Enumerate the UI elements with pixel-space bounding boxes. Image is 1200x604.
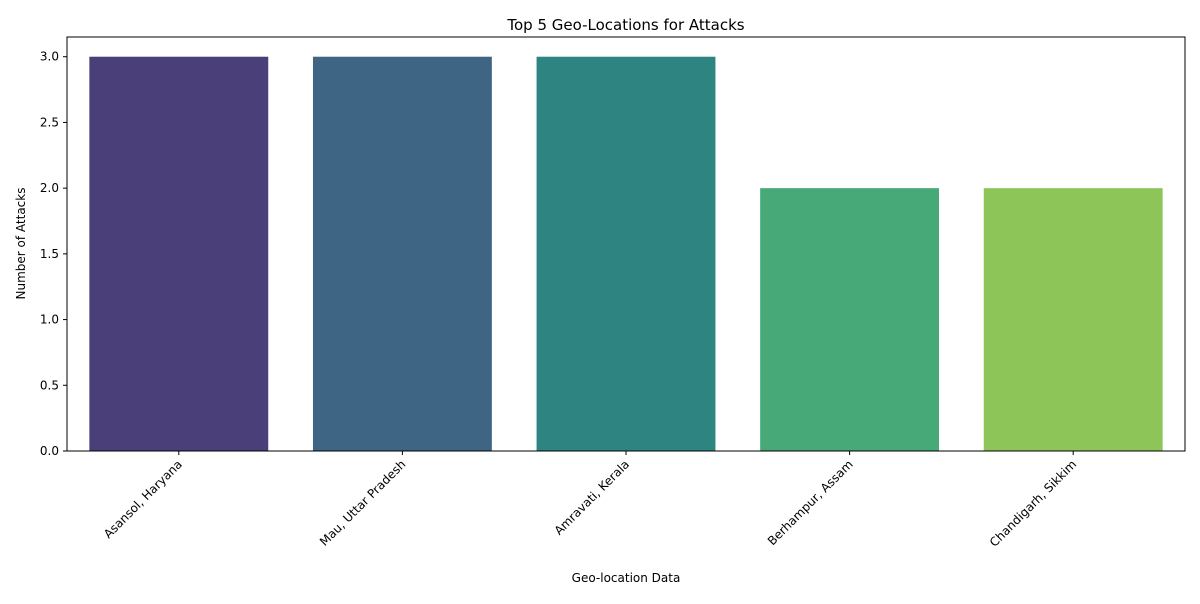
y-tick-label: 2.5 (40, 115, 59, 129)
x-tick-label: Berhampur, Assam (765, 457, 856, 548)
y-tick-label: 2.0 (40, 181, 59, 195)
chart-title: Top 5 Geo-Locations for Attacks (506, 16, 744, 34)
bar-3 (536, 56, 716, 451)
x-tick-label: Mau, Uttar Pradesh (317, 457, 409, 549)
y-tick-label: 1.5 (40, 247, 59, 261)
x-tick-label: Amravati, Kerala (552, 457, 633, 538)
y-axis: 0.0 0.5 1.0 1.5 2.0 2.5 3.0 (40, 50, 67, 458)
bar-1 (89, 56, 269, 451)
x-axis-label: Geo-location Data (572, 571, 681, 585)
x-tick-label: Asansol, Haryana (101, 457, 185, 541)
y-tick-label: 3.0 (40, 50, 59, 64)
y-tick-label: 0.0 (40, 444, 59, 458)
x-tick-label: Chandigarh, Sikkim (987, 457, 1079, 549)
x-axis: Asansol, Haryana Mau, Uttar Pradesh Amrava… (101, 451, 1079, 550)
y-tick-label: 0.5 (40, 378, 59, 392)
bar-4 (760, 188, 940, 451)
bars-group (89, 56, 1163, 451)
plot-frame (66, 36, 1186, 452)
y-axis-label: Number of Attacks (14, 188, 28, 300)
bar-5 (983, 188, 1163, 451)
y-tick-label: 1.0 (40, 313, 59, 327)
bar-2 (312, 56, 492, 451)
